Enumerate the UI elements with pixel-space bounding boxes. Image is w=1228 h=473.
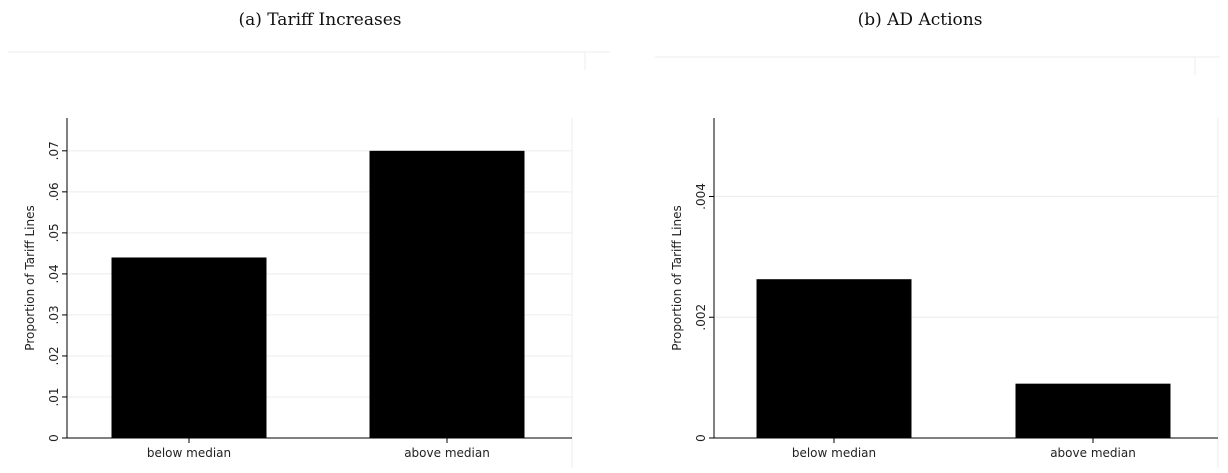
y-axis-label-b: Proportion of Tariff Lines [670,205,684,350]
bar-a-below-median [111,257,267,438]
y-tick-label-b-2: .004 [694,183,708,210]
caption-tariff-increases: (a) Tariff Increases [238,10,402,30]
y-tick-label-b-1: .002 [694,304,708,331]
x-tick-label-b-0: below median [792,446,876,460]
y-tick-label-b-0: 0 [694,434,708,442]
x-tick-label-a-0: below median [147,446,231,460]
bar-b-above-median [1015,383,1171,438]
y-tick-label-a-2: .02 [47,346,61,365]
y-tick-label-a-0: 0 [47,434,61,442]
y-tick-label-a-4: .04 [47,264,61,283]
x-tick-label-b-1: above median [1050,446,1136,460]
y-tick-label-a-7: .07 [47,141,61,160]
y-tick-label-a-6: .06 [47,182,61,201]
x-tick-label-a-1: above median [404,446,490,460]
y-tick-label-a-5: .05 [47,223,61,242]
y-axis-label-a: Proportion of Tariff Lines [23,205,37,350]
caption-ad-actions: (b) AD Actions [857,10,983,30]
bar-b-below-median [756,279,912,438]
y-tick-label-a-1: .01 [47,387,61,406]
bar-a-above-median [369,150,525,439]
y-tick-label-a-3: .03 [47,305,61,324]
